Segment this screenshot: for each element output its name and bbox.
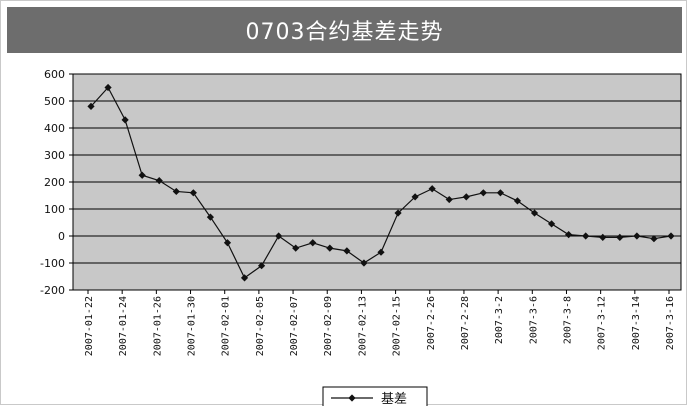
x-tick-label: 2007-3-12 — [597, 296, 608, 350]
data-point — [599, 233, 607, 241]
data-point — [428, 185, 436, 193]
data-point — [189, 189, 197, 197]
data-point — [667, 232, 675, 240]
data-point — [360, 259, 368, 267]
data-point — [257, 262, 266, 270]
data-point — [343, 247, 351, 255]
data-point — [530, 209, 539, 217]
y-tick-label: -100 — [40, 257, 65, 270]
x-tick-label: 2007-3-14 — [631, 296, 642, 350]
data-point — [172, 187, 180, 196]
data-point — [479, 189, 487, 197]
x-tick-label: 2007-01-22 — [84, 296, 95, 356]
data-point — [633, 232, 641, 240]
data-point — [275, 232, 283, 240]
y-tick-label: 600 — [44, 68, 65, 81]
x-tick-label: 2007-3-16 — [665, 296, 676, 350]
x-tick-label: 2007-2-26 — [426, 296, 437, 350]
x-tick-label: 2007-2-28 — [460, 296, 471, 350]
data-point — [462, 193, 470, 201]
y-tick-label: -200 — [40, 284, 65, 297]
x-tick-label: 2007-3-2 — [494, 296, 505, 344]
x-tick-label: 2007-02-01 — [221, 296, 232, 356]
data-point — [223, 239, 232, 247]
data-point — [206, 213, 215, 221]
y-tick-label: 500 — [44, 95, 65, 108]
data-point — [155, 177, 163, 185]
data-point — [565, 231, 573, 239]
data-point — [547, 220, 556, 228]
data-point — [377, 248, 385, 256]
data-point — [411, 193, 419, 201]
x-tick-label: 2007-02-15 — [392, 296, 403, 356]
chart-title: 0703合约基差走势 — [245, 20, 444, 45]
chart-title-bar: 0703合约基差走势 — [7, 7, 682, 53]
data-point — [513, 197, 522, 205]
data-point — [292, 244, 300, 252]
data-point — [394, 209, 402, 217]
x-tick-label: 2007-01-26 — [152, 296, 163, 356]
x-tick-label: 2007-02-05 — [255, 296, 266, 356]
data-point — [650, 235, 658, 243]
x-tick-label: 2007-02-09 — [323, 296, 334, 356]
data-point — [87, 102, 95, 110]
y-tick-label: 0 — [58, 230, 65, 243]
data-point — [326, 244, 334, 252]
legend-label: 基差 — [381, 392, 407, 406]
x-tick-label: 2007-02-13 — [357, 296, 368, 356]
data-point — [240, 274, 249, 282]
data-point — [104, 83, 112, 92]
y-tick-label: 400 — [44, 122, 65, 135]
x-tick-label: 2007-01-24 — [118, 296, 129, 356]
data-point — [309, 239, 317, 247]
x-tick-label: 2007-02-07 — [289, 296, 300, 356]
x-tick-label: 2007-3-8 — [562, 296, 573, 344]
x-tick-label: 2007-3-6 — [528, 296, 539, 344]
y-tick-label: 100 — [44, 203, 65, 216]
y-tick-label: 300 — [44, 149, 65, 162]
data-point — [616, 233, 624, 241]
legend-marker — [348, 394, 356, 402]
data-point — [496, 189, 505, 197]
data-point — [445, 195, 453, 204]
data-point — [582, 232, 590, 240]
x-tick-label: 2007-01-30 — [187, 296, 198, 356]
legend-box — [322, 386, 428, 406]
y-tick-label: 200 — [44, 176, 65, 189]
data-point — [138, 171, 146, 179]
data-point — [121, 116, 129, 124]
